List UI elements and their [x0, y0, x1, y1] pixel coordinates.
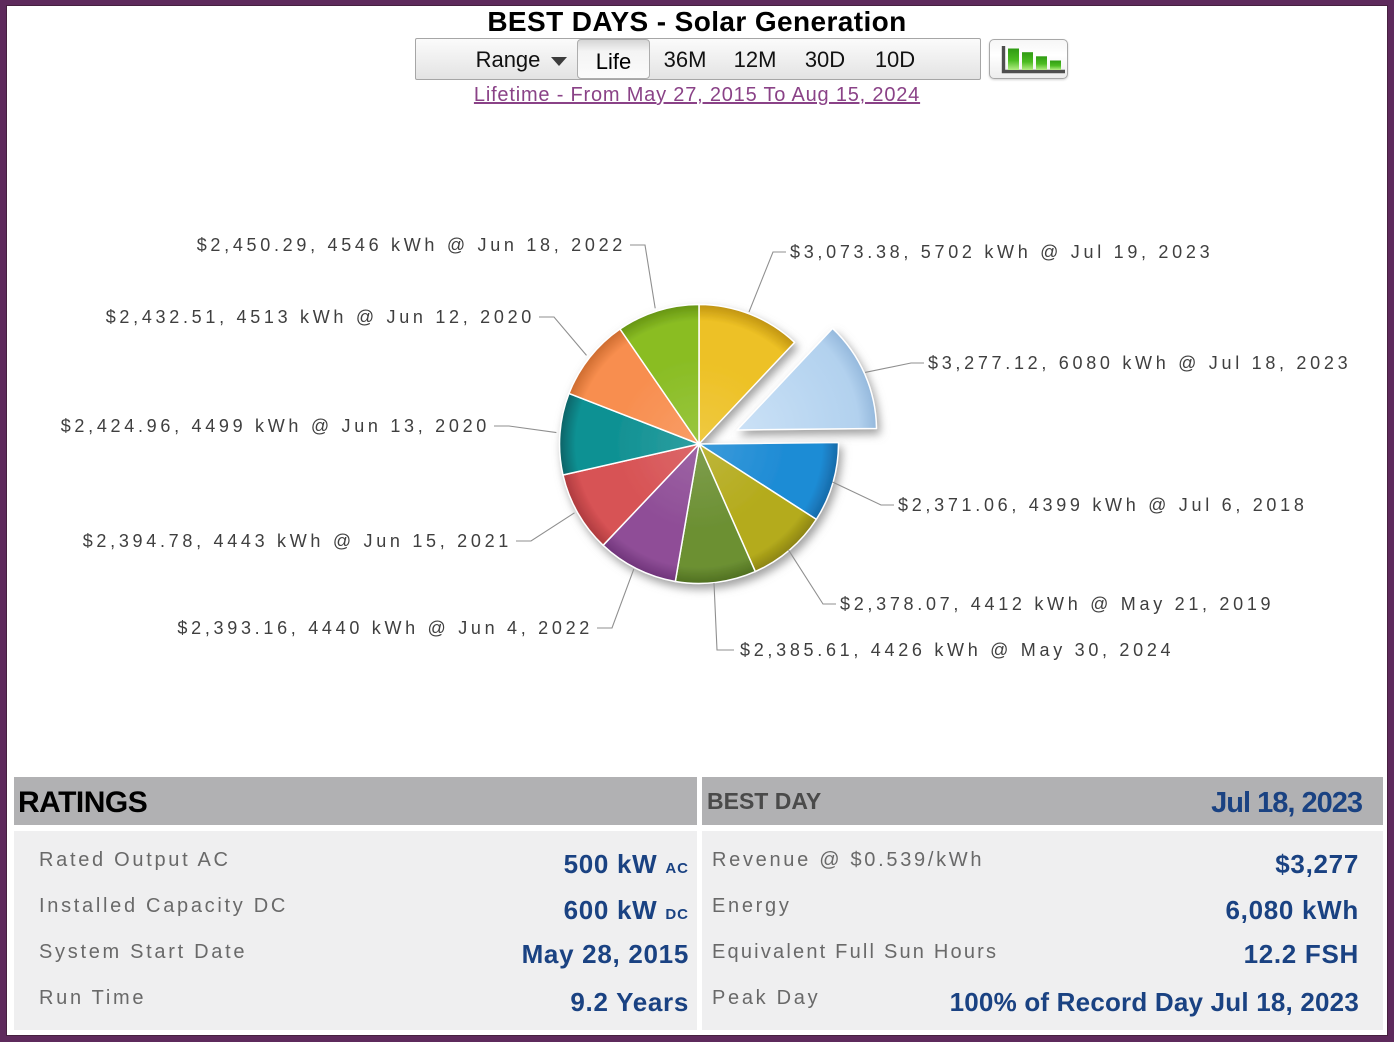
svg-text:$2,371.06, 4399 kWh @ Jul 6, 2: $2,371.06, 4399 kWh @ Jul 6, 2018	[898, 495, 1308, 515]
svg-text:$2,450.29, 4546 kWh @ Jun 18,: $2,450.29, 4546 kWh @ Jun 18, 2022	[197, 235, 626, 255]
svg-text:$2,385.61, 4426 kWh @ May 30,: $2,385.61, 4426 kWh @ May 30, 2024	[740, 640, 1174, 660]
svg-text:$2,424.96, 4499 kWh @ Jun 13,: $2,424.96, 4499 kWh @ Jun 13, 2020	[61, 416, 490, 436]
svg-text:$3,073.38, 5702 kWh @ Jul 19,: $3,073.38, 5702 kWh @ Jul 19, 2023	[790, 242, 1213, 262]
svg-text:$2,393.16, 4440 kWh @ Jun 4, 2: $2,393.16, 4440 kWh @ Jun 4, 2022	[177, 618, 593, 638]
svg-text:$3,277.12, 6080 kWh @ Jul 18,: $3,277.12, 6080 kWh @ Jul 18, 2023	[928, 353, 1351, 373]
svg-text:$2,432.51, 4513 kWh @ Jun 12,: $2,432.51, 4513 kWh @ Jun 12, 2020	[106, 307, 535, 327]
svg-text:$2,394.78, 4443 kWh @ Jun 15,: $2,394.78, 4443 kWh @ Jun 15, 2021	[83, 531, 512, 551]
svg-text:$2,378.07, 4412 kWh @ May 21,: $2,378.07, 4412 kWh @ May 21, 2019	[840, 594, 1274, 614]
